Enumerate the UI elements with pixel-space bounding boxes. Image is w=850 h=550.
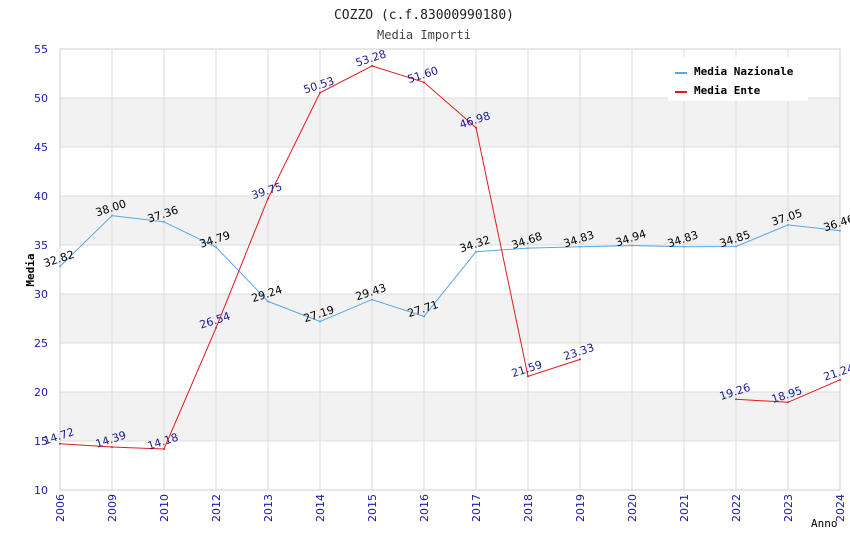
chart-title: COZZO (c.f.83000990180) xyxy=(334,8,514,23)
y-tick-label: 50 xyxy=(34,92,48,105)
x-tick-label-2022: 2022 xyxy=(730,494,743,522)
x-tick-label-2024: 2024 xyxy=(834,494,847,522)
axes: 10 15 20 25 30 35 40 45 50 55 2006 2009 2010 2012 2013… xyxy=(34,43,847,522)
x-axis-label: Anno xyxy=(811,517,838,530)
x-tick-label-2023: 2023 xyxy=(782,494,795,522)
data-point-media-ente xyxy=(475,126,477,129)
x-tick-label-2015: 2015 xyxy=(366,494,379,522)
data-point-media-ente xyxy=(163,448,165,451)
x-tick-label-2012: 2012 xyxy=(210,494,223,522)
x-tick-label-2010: 2010 xyxy=(158,494,171,522)
grid-band xyxy=(60,392,840,441)
data-point-media-ente xyxy=(111,445,113,448)
plot-border xyxy=(59,48,841,491)
plot-background xyxy=(60,49,840,490)
y-tick-label: 25 xyxy=(34,337,48,350)
series-line-media-nazionale xyxy=(59,215,841,323)
data-point-media-ente xyxy=(527,375,529,378)
y-tick-label: 20 xyxy=(34,386,48,399)
grid-band xyxy=(60,245,840,294)
data-point-media-nazionale xyxy=(319,320,321,323)
x-tick-label-2020: 2020 xyxy=(626,494,639,522)
legend-background xyxy=(668,57,808,101)
data-point-media-nazionale xyxy=(215,246,217,249)
grid-band xyxy=(60,98,840,147)
y-tick-label: 30 xyxy=(34,288,48,301)
y-axis-label: Media xyxy=(24,253,37,286)
data-point-media-nazionale xyxy=(59,265,61,268)
x-tick-label-2018: 2018 xyxy=(522,494,535,522)
data-point-media-nazionale xyxy=(267,300,269,303)
data-point-media-nazionale xyxy=(735,245,737,248)
data-point-media-ente xyxy=(59,442,61,445)
x-tick-label-2006: 2006 xyxy=(54,494,67,522)
data-point-media-nazionale xyxy=(423,315,425,318)
x-tick-label-2016: 2016 xyxy=(418,494,431,522)
y-tick-label: 45 xyxy=(34,141,48,154)
data-point-media-ente xyxy=(423,81,425,84)
y-tick-label: 35 xyxy=(34,239,48,252)
data-point-media-nazionale xyxy=(475,250,477,253)
x-tick-label-2014: 2014 xyxy=(314,494,327,522)
y-tick-label: 40 xyxy=(34,190,48,203)
x-tick-label-2021: 2021 xyxy=(678,494,691,522)
data-point-media-ente xyxy=(839,378,841,381)
chart-subtitle: Media Importi xyxy=(377,28,471,42)
data-point-media-nazionale xyxy=(839,229,841,232)
data-point-media-ente xyxy=(215,326,217,329)
data-point-media-nazionale xyxy=(787,223,789,226)
data-point-media-ente xyxy=(787,401,789,404)
grid-band xyxy=(60,196,840,245)
grid-band xyxy=(60,343,840,392)
grid-band xyxy=(60,294,840,343)
series-lines xyxy=(59,64,841,451)
legend: Media Nazionale Media Ente xyxy=(668,57,808,101)
data-point-media-ente xyxy=(735,398,737,401)
grid-band xyxy=(60,147,840,196)
data-point-media-nazionale xyxy=(631,244,633,247)
y-tick-label: 15 xyxy=(34,435,48,448)
legend-label-media-nazionale: Media Nazionale xyxy=(694,65,794,78)
x-tick-label-2017: 2017 xyxy=(470,494,483,522)
data-point-media-nazionale xyxy=(527,247,529,250)
x-tick-label-2009: 2009 xyxy=(106,494,119,522)
y-tick-label: 55 xyxy=(34,43,48,56)
data-point-media-ente xyxy=(371,64,373,67)
data-point-media-ente xyxy=(579,358,581,361)
data-point-media-nazionale xyxy=(163,220,165,223)
data-point-media-ente xyxy=(319,91,321,94)
x-tick-label-2019: 2019 xyxy=(574,494,587,522)
legend-label-media-ente: Media Ente xyxy=(694,84,761,97)
data-point-media-nazionale xyxy=(683,245,685,248)
data-point-media-ente xyxy=(267,197,269,200)
y-tick-label: 10 xyxy=(34,484,48,497)
data-point-media-nazionale xyxy=(111,214,113,217)
data-point-media-nazionale xyxy=(371,298,373,301)
data-point-media-nazionale xyxy=(579,245,581,248)
x-tick-label-2013: 2013 xyxy=(262,494,275,522)
grid-band xyxy=(60,441,840,490)
